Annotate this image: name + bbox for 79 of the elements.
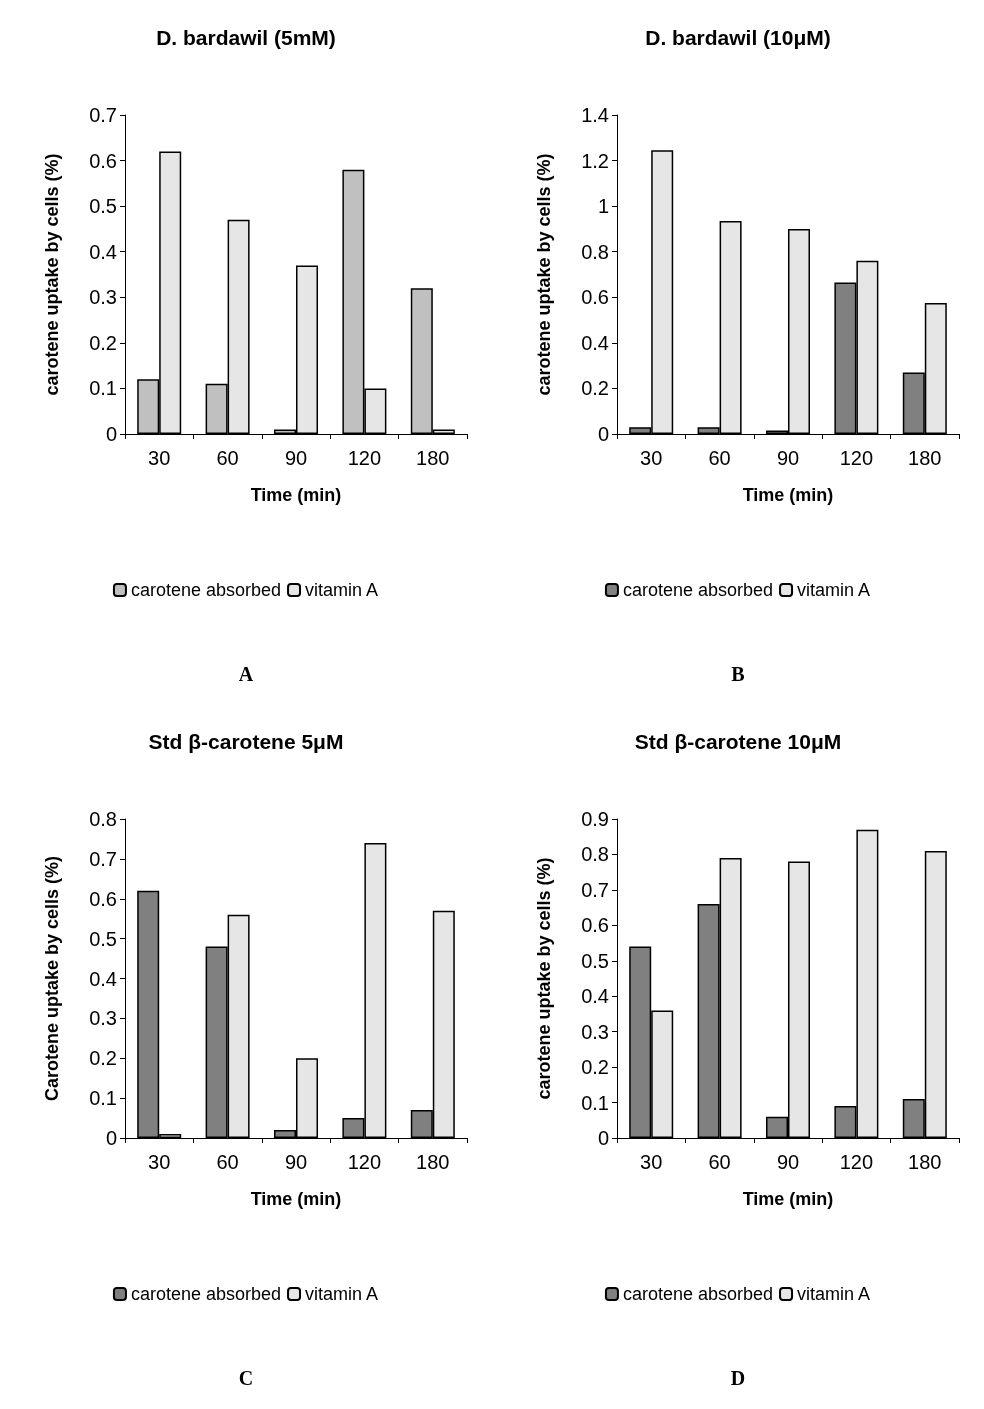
x-tick-label: 90 — [284, 447, 308, 469]
x-tick-label: 120 — [347, 447, 382, 469]
legend-label: carotene absorbed — [130, 1284, 282, 1304]
y-tick-label: 0.4 — [581, 331, 609, 354]
y-tick-label: 0.1 — [581, 1091, 609, 1114]
y-tick-label: 0.1 — [89, 377, 117, 400]
x-tick-label: 180 — [908, 447, 942, 469]
x-axis-title: Time (min) — [250, 1189, 342, 1209]
x-tick-label: 30 — [148, 1151, 171, 1173]
y-tick-label: 0.8 — [581, 843, 609, 866]
x-tick-label: 180 — [416, 447, 450, 469]
legend-label: carotene absorbed — [622, 580, 774, 600]
y-tick-label: 0.8 — [89, 808, 117, 830]
y-tick-label: 0.5 — [89, 927, 117, 950]
y-tick-label: 0.4 — [89, 967, 117, 990]
y-tick-label: 0.6 — [89, 887, 117, 910]
x-tick-label: 30 — [640, 1151, 663, 1173]
legend-label: carotene absorbed — [622, 1284, 774, 1304]
x-tick-label: 180 — [416, 1151, 450, 1173]
text: A — [238, 663, 254, 685]
y-tick-label: 0.2 — [89, 1047, 117, 1070]
y-tick-label: 0.2 — [581, 377, 609, 400]
text: C — [238, 1367, 254, 1389]
y-tick-label: 1.4 — [581, 104, 609, 126]
y-tick-label: 0.3 — [89, 286, 117, 309]
y-tick-label: 0.4 — [89, 240, 117, 263]
y-axis-title: carotene uptake by cells (%) — [534, 857, 554, 1100]
x-tick-label: 60 — [216, 1151, 239, 1173]
x-tick-label: 30 — [640, 447, 663, 469]
x-tick-label: 60 — [216, 447, 239, 469]
y-tick-label: 0 — [105, 423, 117, 445]
legend-label: carotene absorbed — [130, 580, 282, 600]
chart-title: Std β-carotene 5μM — [148, 730, 344, 753]
y-tick-label: 1.2 — [581, 149, 609, 172]
x-axis-title: Time (min) — [742, 485, 834, 505]
chart-title: D. bardawil (5mM) — [156, 26, 336, 49]
x-tick-label: 120 — [839, 447, 874, 469]
y-tick-label: 0.2 — [89, 331, 117, 354]
y-tick-label: 0.7 — [581, 878, 609, 901]
x-tick-label: 60 — [708, 447, 731, 469]
x-tick-label: 90 — [284, 1151, 308, 1173]
y-tick-label: 0.1 — [89, 1087, 117, 1110]
y-tick-label: 0.8 — [581, 240, 609, 263]
x-tick-label: 30 — [148, 447, 171, 469]
y-tick-label: 0.3 — [581, 1020, 609, 1043]
text: D — [730, 1367, 746, 1389]
x-tick-label: 90 — [776, 1151, 800, 1173]
y-tick-label: 0.9 — [581, 808, 609, 830]
y-axis-title: carotene uptake by cells (%) — [42, 153, 62, 396]
y-tick-label: 0.2 — [581, 1056, 609, 1079]
y-tick-label: 0.3 — [89, 1007, 117, 1030]
chart-title: D. bardawil (10μM) — [645, 26, 831, 49]
y-tick-label: 0.7 — [89, 104, 117, 126]
legend-label: vitamin A — [797, 580, 871, 600]
y-tick-label: 0.6 — [89, 149, 117, 172]
y-tick-label: 0.5 — [89, 195, 117, 218]
legend-label: vitamin A — [797, 1284, 871, 1304]
y-tick-label: 0 — [597, 1127, 609, 1149]
y-tick-label: 0.7 — [89, 847, 117, 870]
x-axis-title: Time (min) — [250, 485, 342, 505]
x-tick-label: 180 — [908, 1151, 942, 1173]
chart-title: Std β-carotene 10μM — [634, 730, 842, 753]
y-tick-label: 0 — [105, 1127, 117, 1149]
y-tick-label: 0.6 — [581, 914, 609, 937]
y-tick-label: 0 — [597, 423, 609, 445]
text: B — [731, 663, 745, 685]
x-axis-title: Time (min) — [742, 1189, 834, 1209]
legend-label: vitamin A — [305, 1284, 379, 1304]
y-axis-title: Carotene uptake by cells (%) — [42, 855, 62, 1102]
y-axis-title: carotene uptake by cells (%) — [534, 153, 554, 396]
x-tick-label: 120 — [347, 1151, 382, 1173]
y-tick-label: 0.4 — [581, 985, 609, 1008]
x-tick-label: 120 — [839, 1151, 874, 1173]
x-tick-label: 90 — [776, 447, 800, 469]
legend-label: vitamin A — [305, 580, 379, 600]
y-tick-label: 0.5 — [581, 949, 609, 972]
y-tick-label: 1 — [597, 195, 609, 218]
x-tick-label: 60 — [708, 1151, 731, 1173]
y-tick-label: 0.6 — [581, 286, 609, 309]
